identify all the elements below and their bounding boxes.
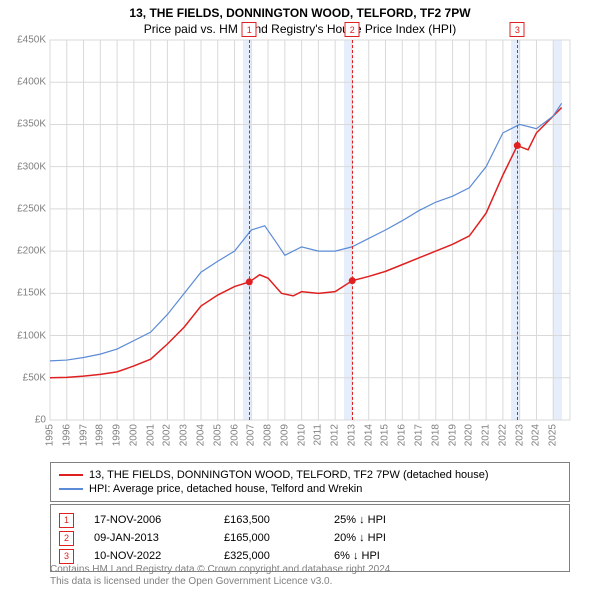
y-axis-label: £200K [17,246,46,257]
sales-index-badge: 2 [59,531,74,546]
y-axis-label: £350K [17,119,46,130]
x-axis-label: 2016 [397,424,408,446]
sale-marker-badge: 2 [345,22,360,37]
chart-plot-area: £0£50K£100K£150K£200K£250K£300K£350K£400… [50,40,570,420]
page: 13, THE FIELDS, DONNINGTON WOOD, TELFORD… [0,0,600,590]
sales-date: 09-JAN-2013 [94,532,204,544]
x-axis-label: 2020 [464,424,475,446]
x-axis-label: 2014 [363,424,374,446]
series-hpi [50,103,562,361]
x-axis-label: 1998 [95,424,106,446]
x-axis-label: 2018 [430,424,441,446]
chart-svg [50,40,570,420]
y-axis-label: £450K [17,35,46,46]
sales-hpi-delta: 25% ↓ HPI [334,514,386,526]
x-axis-label: 1995 [45,424,56,446]
x-axis-label: 2012 [330,424,341,446]
legend-row: 13, THE FIELDS, DONNINGTON WOOD, TELFORD… [59,468,561,482]
x-axis-label: 2007 [246,424,257,446]
series-price_paid [50,108,562,378]
x-axis-label: 2025 [548,424,559,446]
x-axis-label: 2008 [263,424,274,446]
footer-line1: Contains HM Land Registry data © Crown c… [50,564,570,576]
sales-hpi-delta: 6% ↓ HPI [334,550,380,562]
y-axis-label: £50K [23,372,46,383]
x-axis-label: 2019 [447,424,458,446]
legend-swatch [59,488,83,490]
sales-date: 10-NOV-2022 [94,550,204,562]
x-axis-label: 2002 [162,424,173,446]
chart-title-line1: 13, THE FIELDS, DONNINGTON WOOD, TELFORD… [0,6,600,20]
x-axis-label: 2015 [380,424,391,446]
x-axis-label: 2010 [296,424,307,446]
legend-label: 13, THE FIELDS, DONNINGTON WOOD, TELFORD… [89,469,489,481]
x-axis-label: 2022 [497,424,508,446]
sale-marker-line [517,40,518,420]
sale-marker-badge: 1 [242,22,257,37]
y-axis-label: £300K [17,161,46,172]
x-axis-label: 2000 [128,424,139,446]
sales-hpi-delta: 20% ↓ HPI [334,532,386,544]
x-axis-label: 2017 [414,424,425,446]
sale-marker-badge: 3 [510,22,525,37]
sale-marker-line [249,40,250,420]
x-axis-label: 2024 [531,424,542,446]
sales-index-badge: 3 [59,549,74,564]
y-axis-label: £150K [17,288,46,299]
x-axis-label: 2021 [481,424,492,446]
footer-line2: This data is licensed under the Open Gov… [50,576,570,588]
x-axis-label: 2023 [514,424,525,446]
sales-price: £163,500 [224,514,314,526]
sales-row: 2 09-JAN-2013 £165,000 20% ↓ HPI [59,529,561,547]
legend-box: 13, THE FIELDS, DONNINGTON WOOD, TELFORD… [50,462,570,502]
sales-price: £325,000 [224,550,314,562]
x-axis-label: 2009 [279,424,290,446]
legend-swatch [59,474,83,476]
x-axis-label: 1999 [112,424,123,446]
legend-label: HPI: Average price, detached house, Telf… [89,483,362,495]
x-axis-label: 2005 [212,424,223,446]
y-axis-label: £100K [17,330,46,341]
footer-attribution: Contains HM Land Registry data © Crown c… [50,564,570,588]
x-axis-label: 2011 [313,424,324,446]
x-axis-label: 2013 [346,424,357,446]
sales-row: 1 17-NOV-2006 £163,500 25% ↓ HPI [59,511,561,529]
x-axis-label: 2003 [179,424,190,446]
x-axis-label: 2006 [229,424,240,446]
sales-price: £165,000 [224,532,314,544]
x-axis-label: 2004 [195,424,206,446]
y-axis-label: £400K [17,77,46,88]
sales-row: 3 10-NOV-2022 £325,000 6% ↓ HPI [59,547,561,565]
legend-row: HPI: Average price, detached house, Telf… [59,482,561,496]
sales-date: 17-NOV-2006 [94,514,204,526]
x-axis-label: 1997 [78,424,89,446]
sales-table: 1 17-NOV-2006 £163,500 25% ↓ HPI 2 09-JAN-201… [50,504,570,572]
sale-marker-line [352,40,353,420]
x-axis-label: 1996 [61,424,72,446]
y-axis-label: £250K [17,203,46,214]
sales-index-badge: 1 [59,513,74,528]
x-axis-label: 2001 [145,424,156,446]
